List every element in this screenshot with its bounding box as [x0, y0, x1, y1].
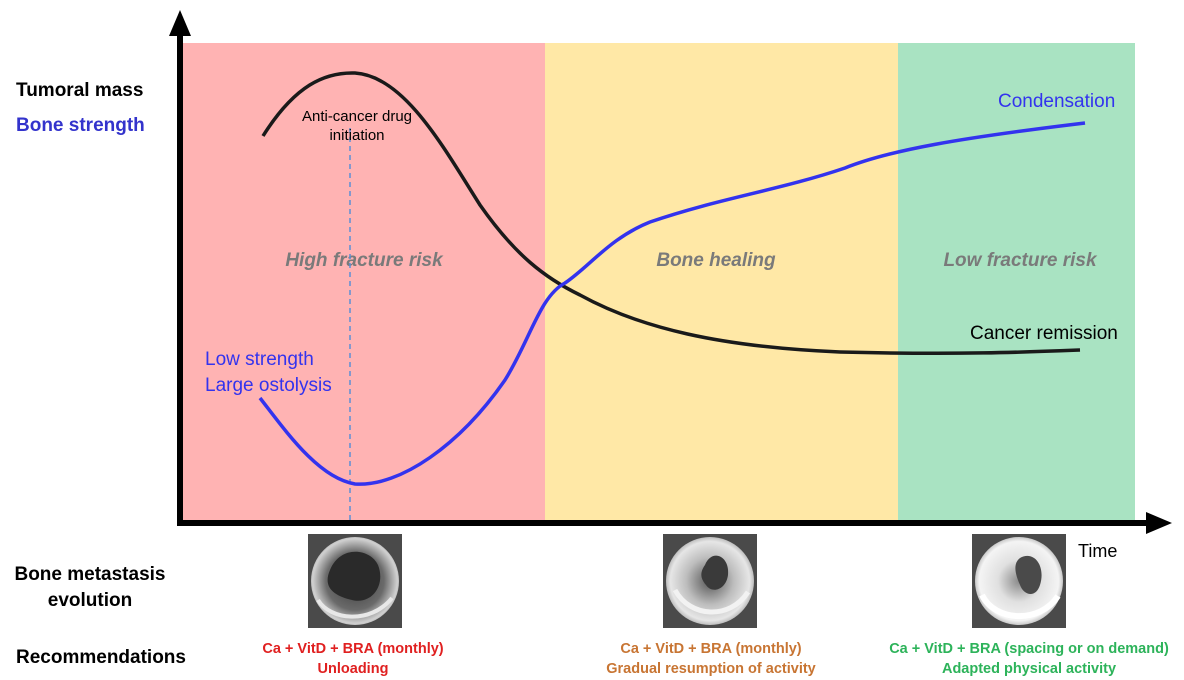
annotation-low-strength: Low strength: [205, 349, 314, 370]
annotation-large-ostolysis: Large ostolysis: [205, 375, 332, 396]
bone-scan-image-early: [308, 534, 402, 628]
phase-zone-high-risk: [182, 43, 545, 523]
annotation-cancer-remission: Cancer remission: [970, 323, 1118, 344]
y-label-tumoral-mass: Tumoral mass: [16, 80, 143, 101]
phase-label-high-risk: High fracture risk: [285, 250, 444, 271]
x-label-time: Time: [1078, 541, 1117, 561]
recommendation-3-line1: Ca + VitD + BRA (spacing or on demand): [889, 641, 1169, 657]
phase-zone-bone-healing: [545, 43, 898, 523]
phase-zone-low-risk: [898, 43, 1135, 523]
phase-label-bone-healing: Bone healing: [656, 250, 776, 271]
annotation-condensation: Condensation: [998, 91, 1115, 112]
y-axis-arrow: [169, 10, 191, 36]
recommendation-1-line1: Ca + VitD + BRA (monthly): [262, 641, 443, 657]
recommendation-2-line1: Ca + VitD + BRA (monthly): [620, 641, 801, 657]
recommendation-1-line2: Unloading: [318, 661, 389, 677]
tumoral-mass-curve: [261, 71, 1081, 356]
bone-scan-image-condensation: [972, 534, 1066, 628]
annotation-drug-initiation-2: initiation: [329, 127, 384, 144]
phase-label-low-risk: Low fracture risk: [943, 250, 1098, 271]
y-label-bone-strength: Bone strength: [16, 115, 145, 136]
row-label-evolution-2: evolution: [48, 590, 132, 611]
row-label-evolution-1: Bone metastasis: [14, 564, 165, 585]
bone-scan-image-healing: [663, 534, 757, 628]
recommendation-3-line2: Adapted physical activity: [942, 661, 1116, 677]
row-label-recommendations: Recommendations: [16, 647, 186, 668]
annotation-drug-initiation-1: Anti-cancer drug: [302, 108, 412, 125]
bone-strength-curve: [258, 121, 1086, 486]
x-axis-arrow: [1146, 512, 1172, 534]
recommendation-2-line2: Gradual resumption of activity: [606, 661, 816, 677]
